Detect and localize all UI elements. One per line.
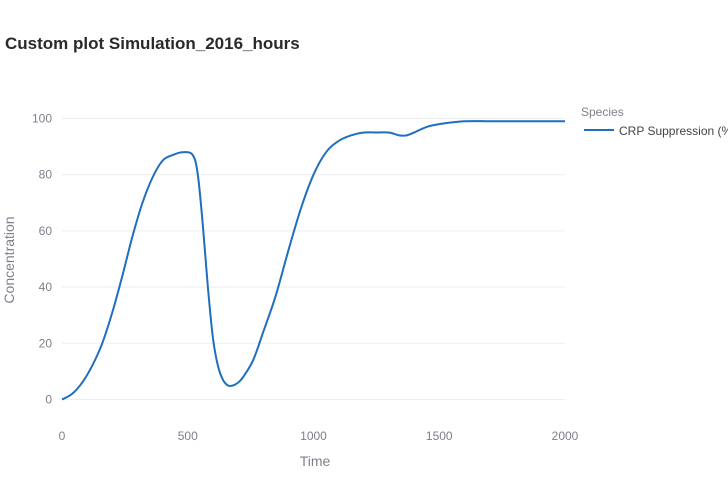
series-layer (61, 120, 565, 401)
y-tick-labels: 0 20 40 60 80 100 (32, 111, 52, 406)
y-tick-label: 40 (39, 280, 53, 294)
y-tick-label: 100 (32, 111, 52, 125)
x-tick-label: 0 (59, 429, 66, 443)
x-tick-labels: 0 500 1000 1500 2000 (59, 429, 579, 443)
series-line-0[interactable] (61, 120, 565, 401)
x-tick-label: 2000 (552, 429, 579, 443)
y-tick-label: 80 (39, 168, 53, 182)
y-tick-label: 0 (45, 393, 52, 407)
grid-layer (62, 117, 565, 401)
x-axis-label: Time (300, 453, 331, 469)
y-axis-label: Concentration (1, 216, 17, 303)
legend[interactable]: Species CRP Suppression (% (581, 105, 728, 138)
chart-title: Custom plot Simulation_2016_hours (5, 34, 300, 53)
x-tick-label: 1000 (300, 429, 327, 443)
y-tick-label: 60 (39, 224, 53, 238)
y-tick-label: 20 (39, 336, 53, 350)
x-tick-label: 500 (178, 429, 198, 443)
legend-entry-label[interactable]: CRP Suppression (% (619, 124, 728, 138)
x-tick-label: 1500 (426, 429, 453, 443)
legend-title: Species (581, 105, 624, 119)
